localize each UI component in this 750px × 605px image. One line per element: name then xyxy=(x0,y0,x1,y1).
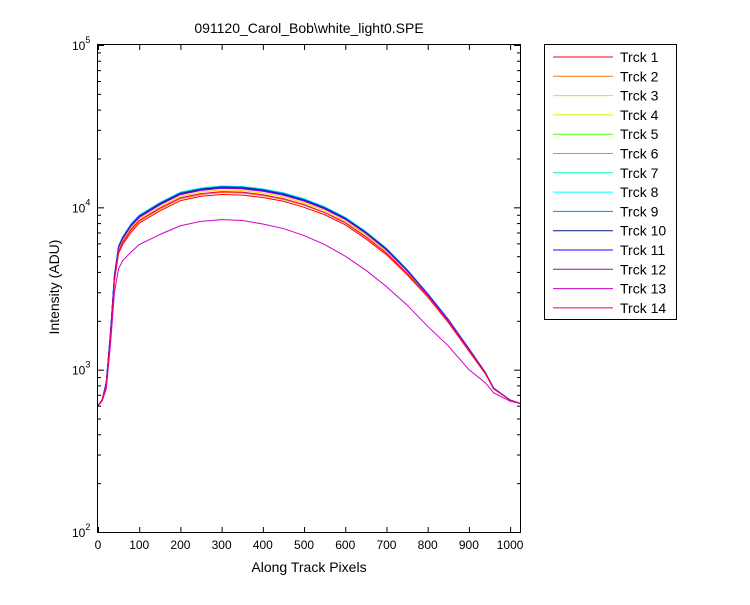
legend-label: Trck 6 xyxy=(620,146,659,162)
series-line-5 xyxy=(97,186,521,406)
legend-label: Trck 7 xyxy=(620,165,659,181)
plot-area-frame xyxy=(97,44,521,533)
legend-box xyxy=(544,44,677,320)
axis-ticks: 0 100 200 300 400 500 600 700 800 900 1000 102 103 10… xyxy=(72,35,524,552)
legend-label: Trck 12 xyxy=(620,261,666,277)
legend-label: Trck 8 xyxy=(620,184,659,200)
x-tick-label: 500 xyxy=(294,538,314,552)
series-line-7 xyxy=(97,185,521,406)
series-line-11 xyxy=(97,187,521,406)
legend-label: Trck 2 xyxy=(620,68,659,84)
legend-label: Trck 9 xyxy=(620,203,659,219)
series-line-14 xyxy=(97,191,521,406)
x-tick-label: 100 xyxy=(129,538,149,552)
legend-label: Trck 14 xyxy=(620,300,666,316)
x-tick-label: 400 xyxy=(253,538,273,552)
legend-label: Trck 13 xyxy=(620,281,666,297)
x-axis-label: Along Track Pixels xyxy=(251,559,366,575)
x-tick-label: 900 xyxy=(459,538,479,552)
x-tick-label: 300 xyxy=(212,538,232,552)
series-line-3 xyxy=(97,189,521,406)
series-line-10 xyxy=(97,186,521,406)
x-tick-label: 200 xyxy=(170,538,190,552)
chart-title: 091120_Carol_Bob\white_light0.SPE xyxy=(194,20,423,36)
legend-label: Trck 11 xyxy=(620,242,665,258)
legend-items: Trck 1 Trck 2 Trck 3 Trck 4 Trck 5 Trck 6 Trck… xyxy=(553,49,666,316)
series-layer xyxy=(97,185,521,407)
series-line-9 xyxy=(97,185,521,406)
series-line-12 xyxy=(97,187,521,406)
series-line-13 xyxy=(97,219,521,407)
series-line-8 xyxy=(97,185,521,406)
y-tick-label: 102 xyxy=(72,522,90,540)
legend-label: Trck 1 xyxy=(620,49,659,65)
series-line-2 xyxy=(97,191,521,406)
series-line-1 xyxy=(97,193,521,406)
y-tick-label: 103 xyxy=(72,360,90,378)
legend-label: Trck 5 xyxy=(620,126,659,142)
x-tick-label: 1000 xyxy=(497,538,524,552)
y-tick-label: 105 xyxy=(72,35,90,53)
y-axis-label: Intensity (ADU) xyxy=(46,240,62,335)
x-tick-label: 800 xyxy=(418,538,438,552)
legend-label: Trck 10 xyxy=(620,223,666,239)
y-tick-label: 104 xyxy=(72,197,90,215)
series-line-4 xyxy=(97,187,521,406)
legend-label: Trck 3 xyxy=(620,88,659,104)
x-tick-label: 600 xyxy=(335,538,355,552)
series-line-6 xyxy=(97,185,521,406)
x-tick-label: 0 xyxy=(95,538,102,552)
legend: Trck 1 Trck 2 Trck 3 Trck 4 Trck 5 Trck 6 Trck… xyxy=(544,44,677,320)
legend-label: Trck 4 xyxy=(620,107,659,123)
x-tick-label: 700 xyxy=(376,538,396,552)
